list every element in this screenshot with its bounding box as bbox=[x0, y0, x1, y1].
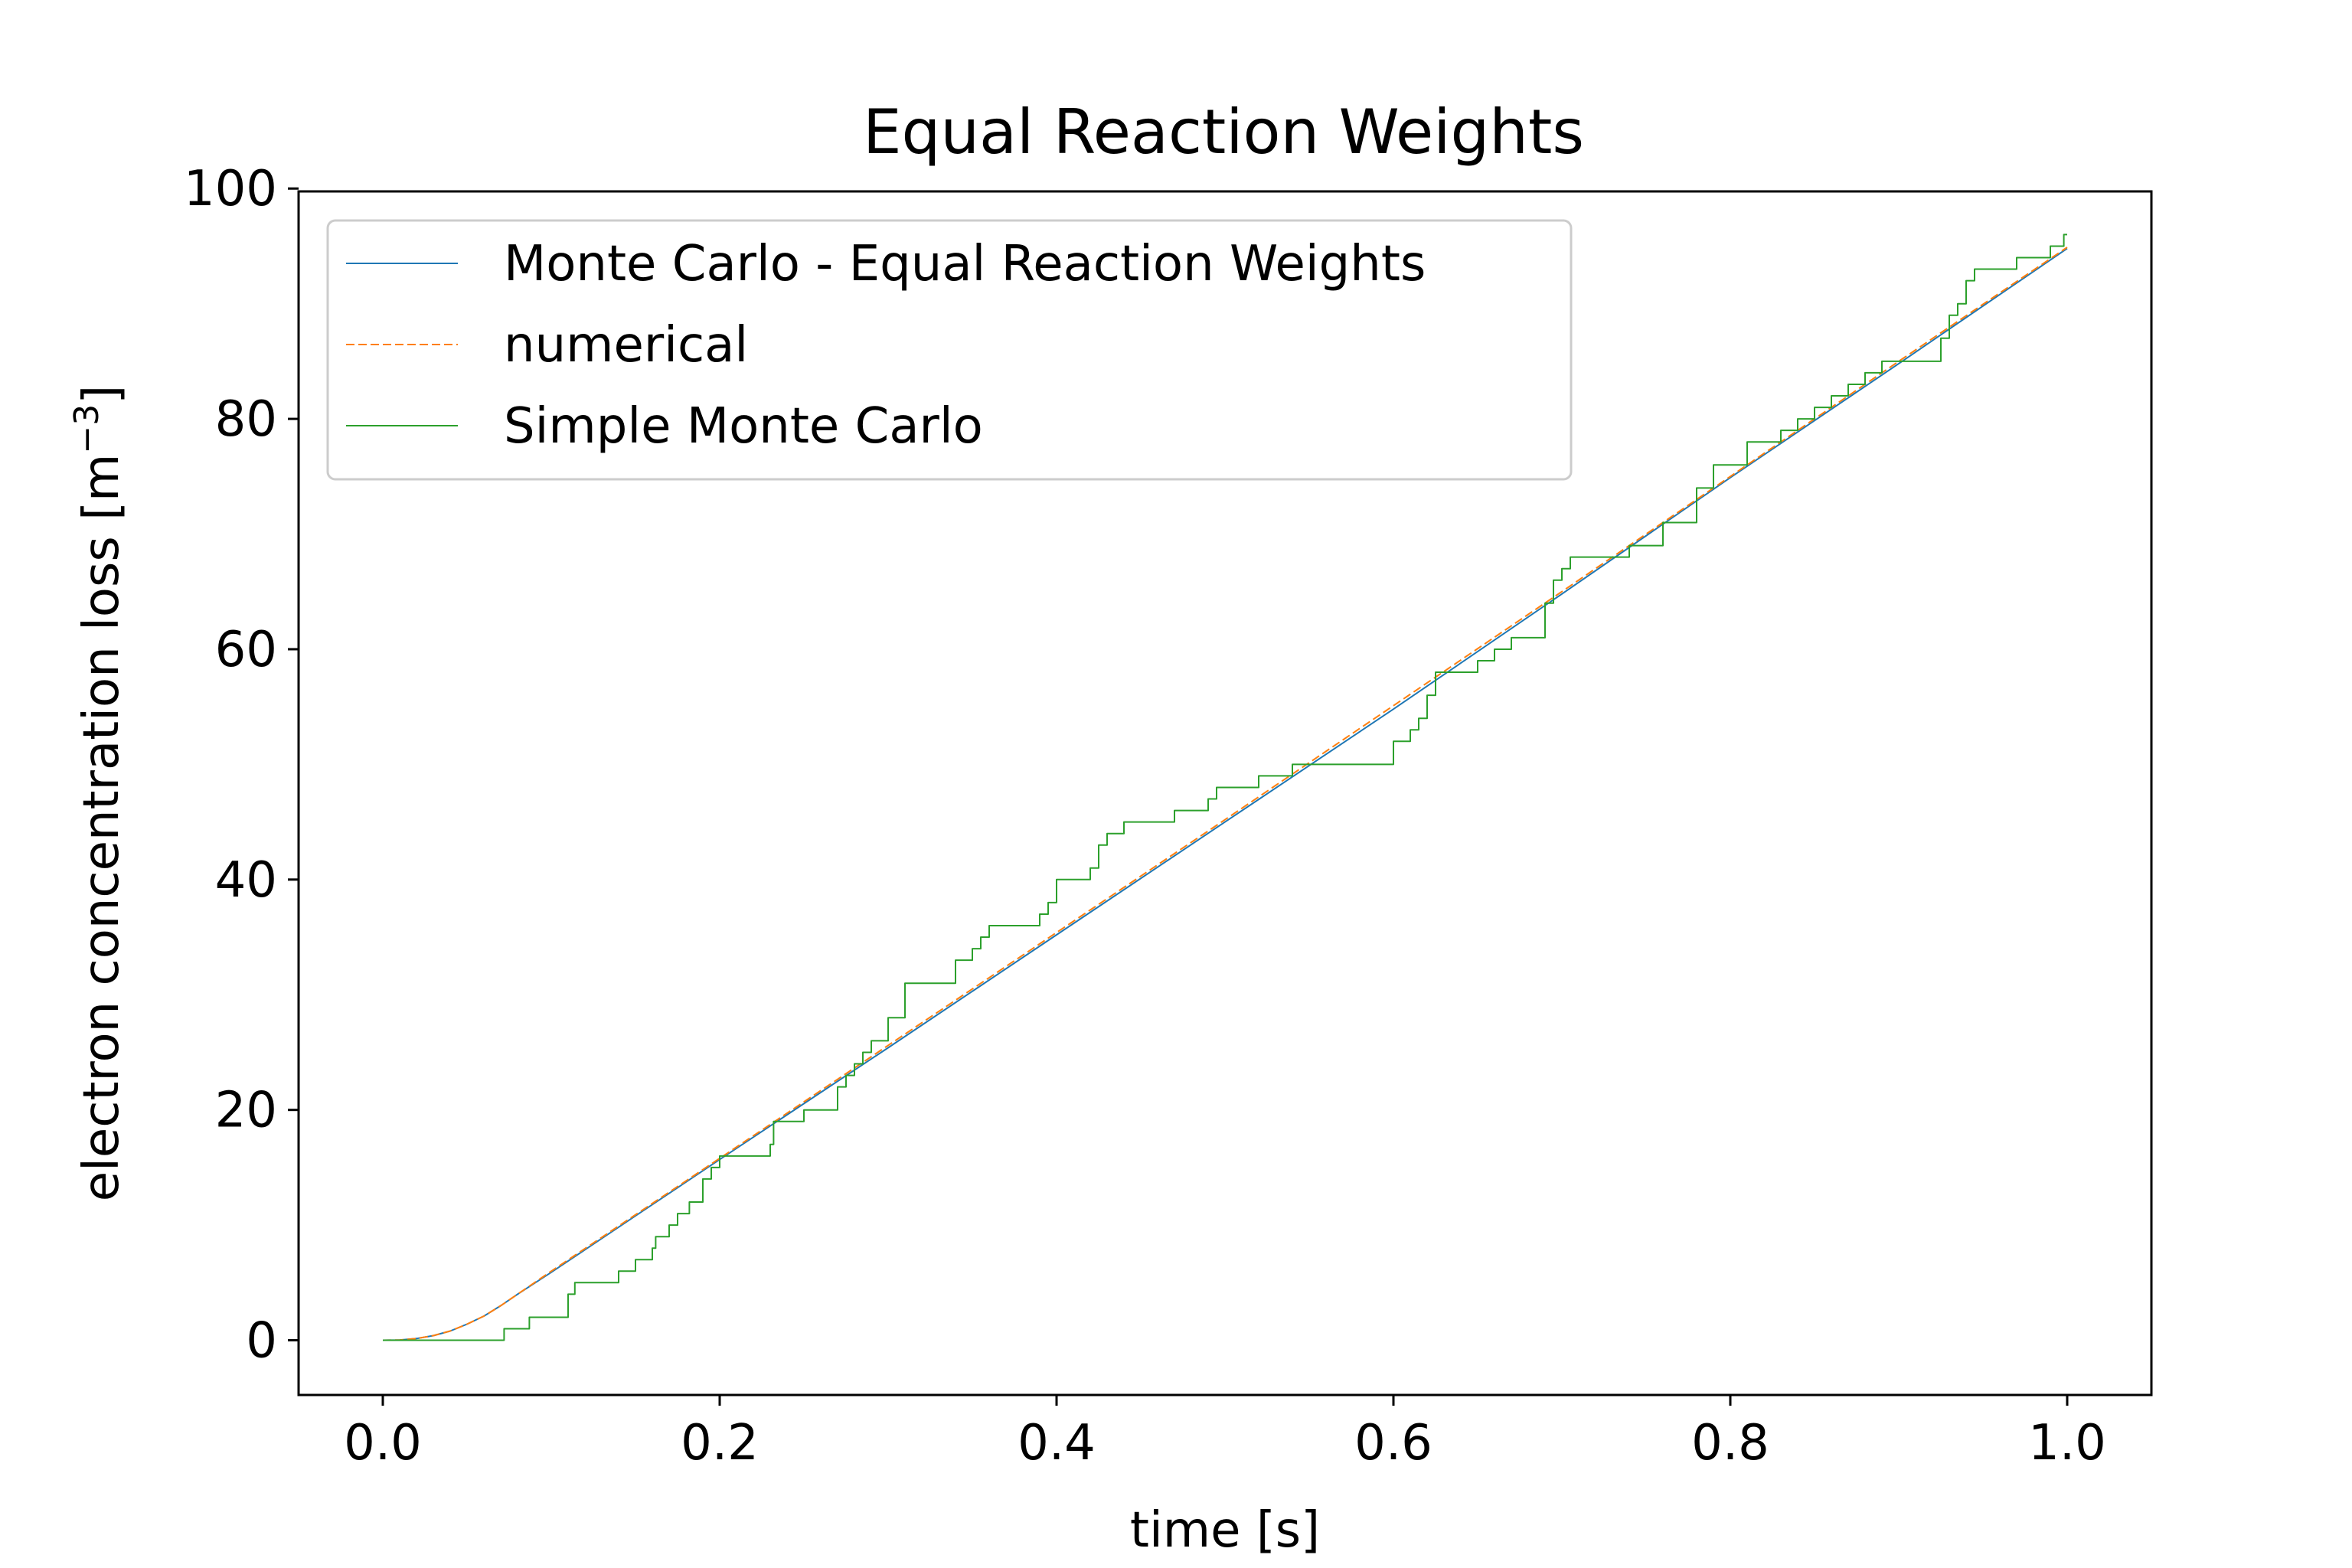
legend-box bbox=[326, 219, 1573, 481]
y-axis-label: electron concentration loss [m−3] bbox=[67, 385, 130, 1202]
y-axis-label-superscript: −3 bbox=[67, 404, 106, 454]
y-axis-ticks: 0 20 40 60 80 100 bbox=[184, 161, 299, 1370]
y-tick-label: 80 bbox=[215, 391, 277, 448]
legend-label-1: Monte Carlo - Equal Reaction Weights bbox=[504, 236, 1426, 292]
series-line-2 bbox=[382, 247, 2068, 1341]
y-tick-label: 100 bbox=[184, 161, 277, 217]
x-tick-label: 0.6 bbox=[1354, 1415, 1432, 1472]
legend-items: Monte Carlo - Equal Reaction Weights nume… bbox=[346, 236, 1426, 455]
x-tick-label: 0.0 bbox=[344, 1415, 422, 1472]
legend: Monte Carlo - Equal Reaction Weights nume… bbox=[326, 219, 1573, 481]
chart-title: Equal Reaction Weights bbox=[863, 96, 1584, 168]
x-tick-label: 0.8 bbox=[1691, 1415, 1769, 1472]
y-tick-label: 40 bbox=[215, 852, 277, 909]
x-axis-label: time [s] bbox=[1130, 1502, 1320, 1559]
y-axis-label-main: electron concentration loss [m bbox=[74, 454, 130, 1202]
y-axis-label-bracket: ] bbox=[74, 385, 130, 404]
y-tick-label: 20 bbox=[215, 1083, 277, 1139]
series-line-3 bbox=[383, 234, 2067, 1341]
series-layer bbox=[382, 234, 2068, 1341]
x-axis-ticks: 0.0 0.2 0.4 0.6 0.8 1.0 bbox=[344, 1395, 2106, 1472]
x-tick-label: 1.0 bbox=[2028, 1415, 2106, 1472]
legend-label-3: Simple Monte Carlo bbox=[504, 398, 983, 455]
legend-label-2: numerical bbox=[504, 317, 748, 374]
y-tick-label: 0 bbox=[246, 1313, 277, 1370]
y-tick-label: 60 bbox=[215, 622, 277, 678]
x-tick-label: 0.4 bbox=[1018, 1415, 1096, 1472]
x-tick-label: 0.2 bbox=[681, 1415, 759, 1472]
